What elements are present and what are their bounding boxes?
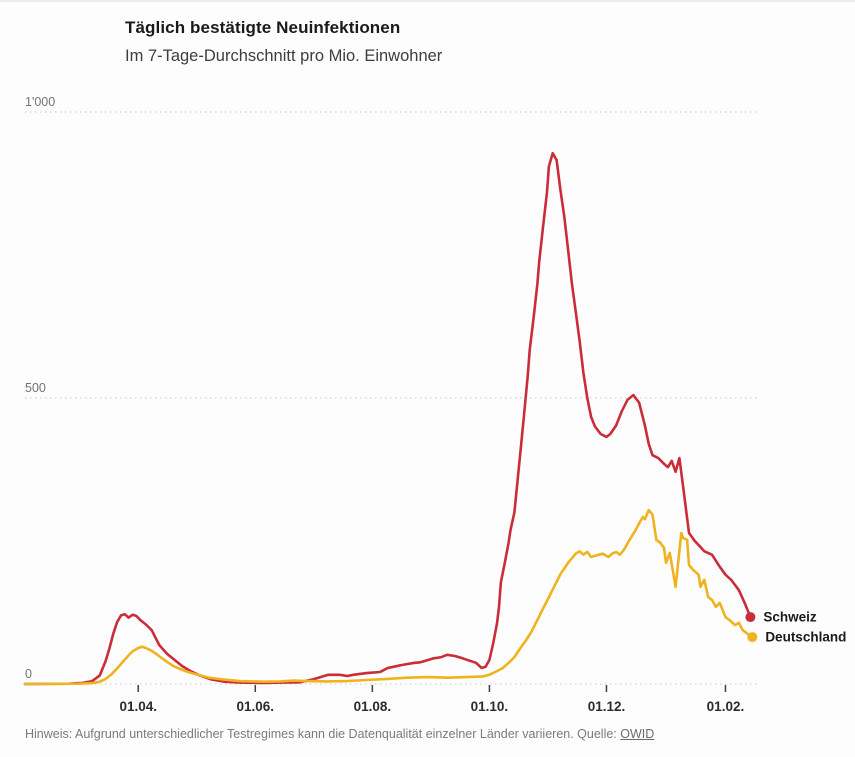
page-top-divider [0,0,855,2]
x-axis-label: 01.06. [237,699,275,714]
deutschland-line [23,508,754,686]
x-axis-label: 01.08. [354,699,392,714]
schweiz-line [23,151,752,686]
legend-label-schweiz: Schweiz [763,610,817,625]
y-axis-label: 0 [25,667,32,681]
source-link[interactable]: OWID [620,727,655,741]
schweiz-endpoint-dot [745,612,756,623]
x-axis-label: 01.02. [707,699,745,714]
legend-label-deutschland: Deutschland [765,630,846,645]
chart-title: Täglich bestätigte Neuinfektionen [125,18,401,37]
x-axis-label: 01.04. [119,699,157,714]
x-axis-label: 01.10. [471,699,509,714]
chart-subtitle: Im 7-Tage-Durchschnitt pro Mio. Einwohne… [125,47,443,65]
x-axis-label: 01.12. [588,699,626,714]
y-axis-label: 1'000 [25,95,55,109]
footnote-text: Hinweis: Aufgrund unterschiedlicher Test… [25,727,621,741]
footnote: Hinweis: Aufgrund unterschiedlicher Test… [25,727,654,741]
y-axis-label: 500 [25,381,46,395]
deutschland-endpoint-dot [747,632,758,643]
